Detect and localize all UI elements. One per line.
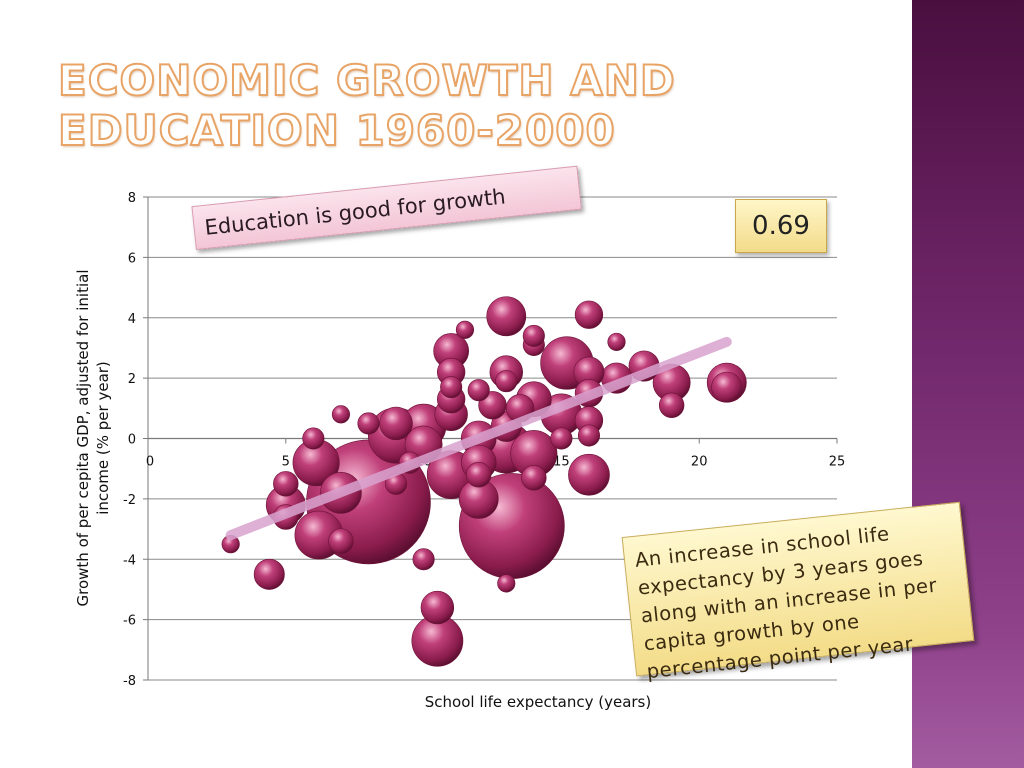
data-bubble [420,590,455,625]
data-bubble [574,300,604,329]
data-bubble [357,412,380,435]
x-tick-label: 0 [146,455,154,470]
data-bubble [550,427,573,450]
x-axis-title: School life expectancy (years) [425,693,651,711]
y-axis-title: Growth of per cepita GDP, adjusted for i… [74,270,112,607]
y-tick-label: 4 [128,312,136,327]
data-bubble [495,370,518,393]
data-bubble [521,465,547,491]
y-tick-label: -8 [123,674,136,689]
slide-title-line-1: Economic growth and [57,55,676,106]
y-axis-title-line-1: Growth of per cepita GDP, adjusted for i… [74,270,92,607]
y-tick-label: 2 [128,372,136,387]
y-tick-label: -2 [123,493,136,508]
y-tick-label: 8 [128,191,136,206]
data-bubble [253,558,285,590]
data-bubble [328,528,354,554]
x-tick-label: 15 [553,455,570,470]
data-bubble [455,320,475,339]
x-tick-label: 25 [829,455,846,470]
slide-title-line-2: education 1960-2000 [57,105,616,156]
decorative-side-bar [912,0,1024,768]
data-bubble [486,296,527,337]
data-bubble [302,427,325,450]
correlation-badge: 0.69 [735,199,827,253]
data-bubble [577,424,600,447]
data-bubble [658,392,685,418]
x-tick-label: 5 [282,455,290,470]
y-axis-title-line-2: income (% per year) [94,361,112,515]
data-bubble [607,332,626,351]
trend-line [225,336,732,541]
y-tick-label: 6 [128,251,136,266]
slide-title: Economic growth and education 1960-2000 [57,55,698,156]
data-bubble [467,379,490,402]
x-tick-label: 20 [691,455,708,470]
data-bubble [412,548,435,571]
data-bubble [466,462,492,488]
data-bubble [568,453,610,496]
data-bubble [711,371,743,403]
data-bubble [379,406,413,441]
data-bubble [497,574,516,593]
data-bubble [331,405,350,424]
trend-line-group [225,336,732,541]
data-bubble [273,471,299,497]
data-bubble [522,324,545,347]
y-tick-label: -4 [123,553,136,568]
data-bubble [440,376,463,399]
y-tick-labels: 8 6 4 2 0 -2 -4 -6 -8 [123,191,136,689]
y-tick-label: 0 [128,433,136,448]
y-tick-label: -6 [123,614,136,629]
